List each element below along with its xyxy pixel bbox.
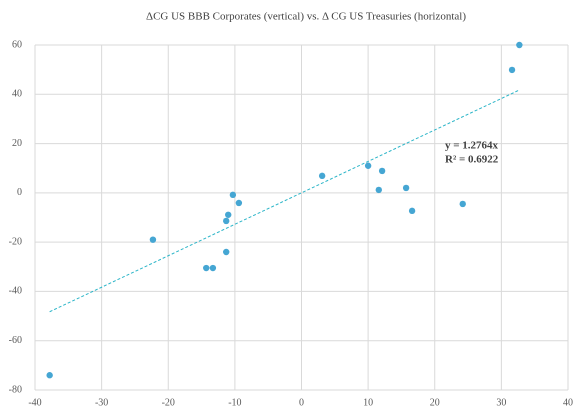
x-tick-label: 20 [430,397,440,408]
y-tick-label: 0 [17,187,22,198]
trendline-r2: R² = 0.6922 [445,154,499,166]
x-tick-label: 0 [299,397,304,408]
point [223,217,230,225]
point [209,264,217,272]
x-tick-label: 30 [496,397,506,408]
x-tick-label: -10 [228,397,241,408]
trendline-equation: y = 1.2764x [445,140,499,152]
y-tick-label: 40 [12,89,22,100]
point [516,41,523,49]
x-tick-label: -40 [28,397,41,408]
y-tick-label: 60 [12,39,22,50]
point [459,200,466,208]
point [375,186,382,194]
point [225,211,232,218]
point [402,184,410,192]
point [203,264,210,272]
point [235,199,243,207]
point [149,236,157,243]
x-tick-label: 10 [363,397,373,408]
y-tick-label: -80 [9,384,22,395]
x-tick-label: -20 [162,397,175,408]
point [408,207,416,215]
point [364,162,372,169]
point [46,372,53,379]
trendline [49,89,520,313]
y-tick-label: -40 [9,286,22,297]
chart-title: ΔCG US BBB Corporates (vertical) vs. Δ C… [146,11,466,23]
point [508,66,516,74]
y-tick-label: -60 [9,335,22,346]
x-tick-label: 40 [563,397,573,408]
y-tick-label: 20 [12,138,22,149]
x-tick-label: -30 [95,397,108,408]
point [378,167,386,175]
point [318,172,326,180]
y-tick-label: -20 [9,236,22,247]
point [229,191,237,199]
point [223,248,230,256]
